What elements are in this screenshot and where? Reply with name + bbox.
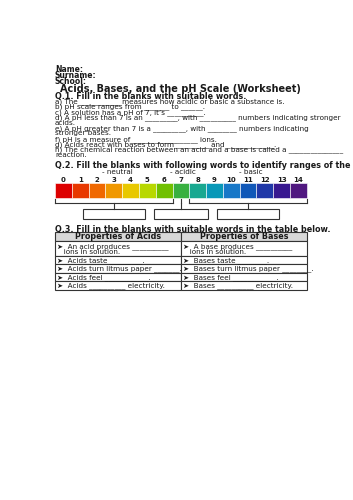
FancyBboxPatch shape	[189, 183, 206, 198]
FancyBboxPatch shape	[290, 183, 307, 198]
Text: 1: 1	[78, 176, 83, 182]
Text: acids.: acids.	[55, 120, 76, 126]
Text: 12: 12	[260, 176, 270, 182]
FancyBboxPatch shape	[206, 183, 223, 198]
Text: ➤  An acid produces __________: ➤ An acid produces __________	[57, 243, 169, 250]
Text: reaction.: reaction.	[55, 152, 87, 158]
Text: ➤  A base produces __________: ➤ A base produces __________	[183, 243, 293, 250]
Text: 11: 11	[243, 176, 253, 182]
Text: 5: 5	[145, 176, 150, 182]
Text: 7: 7	[179, 176, 183, 182]
Text: d) A pH less than 7 is an _________, with __________ numbers indicating stronger: d) A pH less than 7 is an _________, wit…	[55, 114, 341, 121]
Text: ➤  Bases taste ________.: ➤ Bases taste ________.	[183, 257, 269, 264]
Text: Acids, Bases, and the pH Scale (Worksheet): Acids, Bases, and the pH Scale (Workshee…	[60, 84, 301, 94]
Text: b) pH scale ranges from _______ to ______.: b) pH scale ranges from _______ to _____…	[55, 104, 205, 110]
Text: 0: 0	[61, 176, 66, 182]
FancyBboxPatch shape	[181, 282, 307, 290]
Text: ➤  Acids feel ____________.: ➤ Acids feel ____________.	[57, 274, 151, 280]
Text: 13: 13	[277, 176, 287, 182]
Text: 8: 8	[195, 176, 200, 182]
FancyBboxPatch shape	[55, 256, 181, 264]
FancyBboxPatch shape	[55, 282, 181, 290]
Text: - neutral: - neutral	[102, 169, 133, 175]
Text: ➤  Acids __________ electricity.: ➤ Acids __________ electricity.	[57, 282, 165, 289]
FancyBboxPatch shape	[217, 209, 279, 219]
Text: Name:: Name:	[55, 66, 83, 74]
FancyBboxPatch shape	[257, 183, 273, 198]
Text: e) A pH greater than 7 is a _________, with ________ numbers indicating: e) A pH greater than 7 is a _________, w…	[55, 125, 309, 132]
Text: 6: 6	[162, 176, 167, 182]
FancyBboxPatch shape	[156, 183, 173, 198]
FancyBboxPatch shape	[173, 183, 189, 198]
Text: 4: 4	[128, 176, 133, 182]
FancyBboxPatch shape	[55, 232, 181, 240]
Text: ions in solution.: ions in solution.	[57, 249, 120, 255]
Text: 3: 3	[111, 176, 116, 182]
FancyBboxPatch shape	[181, 264, 307, 273]
FancyBboxPatch shape	[139, 183, 156, 198]
FancyBboxPatch shape	[105, 183, 122, 198]
Text: Properties of Acids: Properties of Acids	[75, 232, 161, 241]
Text: Q.1. Fill in the blanks with suitable words.: Q.1. Fill in the blanks with suitable wo…	[55, 92, 246, 101]
Text: School:: School:	[55, 77, 87, 86]
Text: h) The chemical reaction between an acid and a base is called a _______________: h) The chemical reaction between an acid…	[55, 146, 343, 154]
FancyBboxPatch shape	[181, 273, 307, 281]
Text: c) A solution has a pH of 7, it’s __________.: c) A solution has a pH of 7, it’s ______…	[55, 109, 206, 116]
Text: Properties of Bases: Properties of Bases	[200, 232, 288, 241]
FancyBboxPatch shape	[122, 183, 139, 198]
Text: 2: 2	[95, 176, 99, 182]
FancyBboxPatch shape	[83, 209, 145, 219]
FancyBboxPatch shape	[181, 240, 307, 256]
Text: ions in solution.: ions in solution.	[183, 249, 246, 255]
FancyBboxPatch shape	[154, 209, 208, 219]
Text: 9: 9	[212, 176, 217, 182]
FancyBboxPatch shape	[181, 256, 307, 264]
FancyBboxPatch shape	[55, 183, 72, 198]
FancyBboxPatch shape	[181, 232, 307, 240]
Text: ➤  Bases __________ electricity.: ➤ Bases __________ electricity.	[183, 282, 293, 289]
Text: g) Acids react with bases to form _________ and _____________.: g) Acids react with bases to form ______…	[55, 141, 276, 148]
Text: a) The ___________ measures how acidic or basic a substance is.: a) The ___________ measures how acidic o…	[55, 98, 285, 105]
Text: ➤  Acids taste _________.: ➤ Acids taste _________.	[57, 257, 145, 264]
Text: ➤  Bases feel ____________.: ➤ Bases feel ____________.	[183, 274, 279, 280]
FancyBboxPatch shape	[72, 183, 89, 198]
FancyBboxPatch shape	[55, 273, 181, 281]
Text: Q.3. Fill in the blanks with suitable words in the table below.: Q.3. Fill in the blanks with suitable wo…	[55, 225, 330, 234]
Text: Surname:: Surname:	[55, 71, 97, 80]
Text: f) pH is a measure of __________________ ions.: f) pH is a measure of __________________…	[55, 136, 217, 142]
Text: 14: 14	[293, 176, 303, 182]
FancyBboxPatch shape	[89, 183, 105, 198]
FancyBboxPatch shape	[55, 264, 181, 273]
Text: - basic: - basic	[239, 169, 263, 175]
FancyBboxPatch shape	[273, 183, 290, 198]
Text: Q.2. Fill the blanks with following words to identify ranges of the pH scale.: Q.2. Fill the blanks with following word…	[55, 162, 353, 170]
FancyBboxPatch shape	[55, 240, 181, 256]
Text: stronger bases.: stronger bases.	[55, 130, 111, 136]
Text: ➤  Acids turn litmus paper _______.: ➤ Acids turn litmus paper _______.	[57, 266, 182, 272]
FancyBboxPatch shape	[223, 183, 240, 198]
FancyBboxPatch shape	[240, 183, 257, 198]
Text: - acidic: - acidic	[170, 169, 196, 175]
Text: 10: 10	[226, 176, 236, 182]
Text: ➤  Bases turn litmus paper ________.: ➤ Bases turn litmus paper ________.	[183, 266, 314, 272]
